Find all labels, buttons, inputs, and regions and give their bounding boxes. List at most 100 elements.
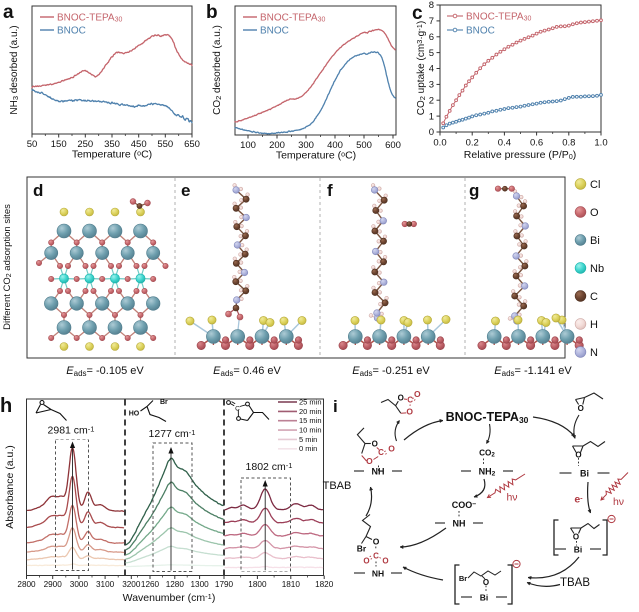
svg-text:NH3 desorbed (a.u.): NH3 desorbed (a.u.): [9, 25, 20, 114]
svg-text:O: O: [414, 389, 421, 399]
svg-text:b: b: [206, 2, 218, 23]
svg-text:Cl: Cl: [590, 179, 600, 191]
svg-text:C: C: [407, 395, 413, 404]
svg-text:450: 450: [131, 139, 147, 150]
svg-text:1300: 1300: [190, 580, 209, 589]
svg-text:5 min: 5 min: [299, 435, 317, 444]
svg-text:5: 5: [429, 48, 434, 59]
svg-text:500: 500: [356, 140, 372, 151]
svg-text:3000: 3000: [70, 580, 89, 589]
svg-text:1790: 1790: [215, 580, 234, 589]
svg-text:Bi: Bi: [580, 469, 589, 479]
svg-text:Bi: Bi: [590, 235, 600, 247]
svg-text:h: h: [0, 395, 12, 417]
svg-text:a: a: [3, 2, 14, 23]
svg-text:600: 600: [385, 140, 401, 151]
svg-text:hν: hν: [506, 492, 517, 504]
svg-text:HO: HO: [129, 411, 140, 418]
svg-text:hν: hν: [613, 496, 624, 508]
svg-text:BNOC-TEPA30: BNOC-TEPA30: [57, 13, 123, 24]
svg-text:1260: 1260: [141, 580, 160, 589]
svg-text:O: O: [578, 404, 584, 413]
svg-text:BNOC: BNOC: [57, 26, 86, 37]
svg-text:1800: 1800: [248, 580, 267, 589]
svg-text:CO2 uptake (cm3·g-1): CO2 uptake (cm3·g-1): [415, 21, 428, 116]
svg-text:NH: NH: [453, 519, 466, 529]
svg-text:C: C: [235, 406, 240, 413]
svg-text:3100: 3100: [96, 580, 115, 589]
svg-text:Bi: Bi: [480, 593, 489, 603]
svg-text:O: O: [373, 537, 380, 547]
svg-text:Eads= -0.105 eV: Eads= -0.105 eV: [66, 365, 144, 378]
svg-text:O: O: [372, 439, 378, 448]
svg-text:Different CO2 adsorption sites: Different CO2 adsorption sites: [2, 204, 13, 330]
svg-text:650: 650: [184, 139, 200, 150]
svg-text:Relative pressure (P/P0): Relative pressure (P/P0): [464, 149, 576, 161]
svg-text:C: C: [590, 291, 598, 303]
svg-text:1820: 1820: [315, 580, 334, 589]
svg-text:d: d: [33, 181, 43, 200]
svg-text:CO2 desorbed (a.u.): CO2 desorbed (a.u.): [212, 25, 223, 115]
svg-text:1.0: 1.0: [594, 138, 607, 149]
svg-text:O: O: [366, 456, 373, 466]
svg-text:Br: Br: [160, 399, 168, 406]
svg-text:300: 300: [298, 140, 314, 151]
svg-text:BNOC-TEPA30: BNOC-TEPA30: [466, 12, 532, 23]
svg-text:Eads= -0.251 eV: Eads= -0.251 eV: [352, 365, 430, 378]
svg-text:Wavenumber (cm-1): Wavenumber (cm-1): [123, 592, 216, 604]
svg-text:0.0: 0.0: [433, 138, 446, 149]
svg-text:350: 350: [104, 139, 120, 150]
svg-text:O: O: [590, 207, 599, 219]
svg-text:BNOC-TEPA30: BNOC-TEPA30: [260, 13, 326, 24]
svg-text:1810: 1810: [282, 580, 301, 589]
svg-text:7: 7: [429, 16, 434, 27]
svg-text:e: e: [181, 181, 190, 200]
svg-text:2800: 2800: [17, 580, 36, 589]
svg-text:8: 8: [429, 0, 434, 11]
svg-text:c: c: [412, 3, 423, 24]
svg-text:NH2: NH2: [479, 467, 496, 478]
svg-text:1277 cm-1: 1277 cm-1: [149, 428, 196, 440]
svg-text:Bi: Bi: [574, 545, 583, 555]
svg-text:H: H: [590, 319, 598, 331]
svg-text:g: g: [469, 181, 479, 200]
svg-text:4: 4: [429, 64, 434, 75]
svg-text:0.6: 0.6: [530, 138, 543, 149]
svg-text:COO–: COO–: [452, 500, 477, 510]
svg-text:O: O: [382, 557, 388, 566]
svg-text:400: 400: [327, 140, 343, 151]
svg-text:TBAB: TBAB: [323, 480, 352, 492]
svg-text:2: 2: [429, 96, 434, 107]
svg-text:150: 150: [51, 139, 67, 150]
svg-text:Temperature (oC): Temperature (oC): [276, 150, 356, 162]
svg-text:1802 cm-1: 1802 cm-1: [246, 461, 293, 473]
svg-text:Br: Br: [459, 574, 467, 583]
svg-text:Nb: Nb: [590, 263, 604, 275]
svg-text:O: O: [406, 407, 413, 417]
svg-text:CO2: CO2: [479, 449, 495, 459]
svg-text:O: O: [483, 578, 489, 587]
svg-text:0.4: 0.4: [498, 138, 511, 149]
svg-text:6: 6: [429, 32, 434, 43]
svg-text:i: i: [333, 397, 338, 416]
svg-text:BNOC: BNOC: [466, 26, 495, 37]
svg-text:O: O: [388, 444, 395, 454]
svg-text:Br: Br: [357, 544, 367, 554]
svg-text:1: 1: [429, 111, 434, 122]
svg-text:O: O: [575, 451, 581, 460]
svg-text:3: 3: [429, 80, 434, 91]
svg-text:20 min: 20 min: [299, 407, 322, 416]
svg-text:550: 550: [157, 139, 173, 150]
svg-text:C: C: [373, 552, 379, 561]
svg-text:15 min: 15 min: [299, 416, 322, 425]
svg-text:10 min: 10 min: [299, 426, 322, 435]
svg-text:e-: e-: [574, 494, 583, 506]
svg-text:Temperature (oC): Temperature (oC): [72, 149, 152, 161]
svg-text:100: 100: [240, 140, 256, 151]
svg-text:O: O: [363, 557, 369, 566]
svg-text:Eads= -1.141 eV: Eads= -1.141 eV: [494, 365, 572, 378]
svg-text:f: f: [327, 181, 333, 200]
svg-text:250: 250: [77, 139, 93, 150]
svg-text:0: 0: [429, 127, 434, 138]
svg-text:1280: 1280: [166, 580, 185, 589]
